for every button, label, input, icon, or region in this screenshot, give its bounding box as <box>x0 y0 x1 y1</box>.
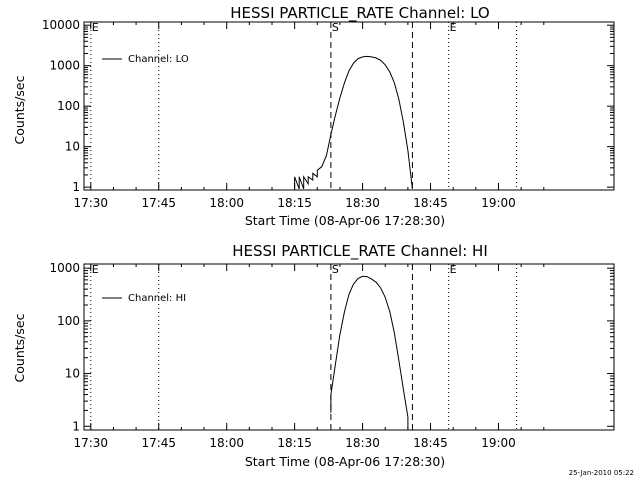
x-tick-label: 17:30 <box>73 436 108 450</box>
x-tick-label: 18:30 <box>345 196 380 210</box>
marker-label: S <box>332 263 339 276</box>
marker-label: E <box>92 21 99 34</box>
y-tick-label: 1000 <box>49 59 80 73</box>
x-tick-label: 18:45 <box>413 196 448 210</box>
y-tick-label: 10000 <box>42 18 80 32</box>
panel-lo-frame <box>83 21 615 191</box>
timestamp-stamp: 25-Jan-2010 05:22 <box>569 469 634 477</box>
x-tick-label: 18:45 <box>413 436 448 450</box>
x-tick-label: 17:45 <box>141 196 176 210</box>
panel-hi-ylabel: Counts/sec <box>12 313 27 382</box>
x-tick-label: 18:15 <box>277 196 312 210</box>
panel-lo: HESSI PARTICLE_RATE Channel: LO Start Ti… <box>12 4 615 228</box>
x-tick-label: 18:15 <box>277 436 312 450</box>
series-line-hi <box>330 275 409 429</box>
y-tick-label: 100 <box>57 99 80 113</box>
y-tick-label: 1 <box>72 419 80 433</box>
y-tick-label: 1 <box>72 180 80 194</box>
panel-lo-legend-label: Channel: LO <box>128 54 189 65</box>
x-tick-label: 17:45 <box>141 436 176 450</box>
x-tick-label: 18:30 <box>345 436 380 450</box>
y-tick-label: 100 <box>57 314 80 328</box>
panel-hi-legend-label: Channel: HI <box>128 293 186 304</box>
marker-label: E <box>92 263 99 276</box>
x-tick-label: 18:00 <box>209 196 244 210</box>
panel-lo-xlabel: Start Time (08-Apr-06 17:28:30) <box>245 213 445 228</box>
panel-hi-xlabel: Start Time (08-Apr-06 17:28:30) <box>245 454 445 469</box>
y-tick-label: 10 <box>65 140 80 154</box>
y-tick-label: 10 <box>65 367 80 381</box>
panel-lo-ylabel: Counts/sec <box>12 75 27 144</box>
x-tick-label: 18:00 <box>209 436 244 450</box>
panel-lo-title: HESSI PARTICLE_RATE Channel: LO <box>230 4 489 23</box>
x-tick-label: 19:00 <box>481 196 516 210</box>
marker-label: E <box>450 263 457 276</box>
panel-hi-title: HESSI PARTICLE_RATE Channel: HI <box>232 242 488 261</box>
panel-hi: HESSI PARTICLE_RATE Channel: HI Start Ti… <box>12 242 615 469</box>
marker-label: S <box>332 21 339 34</box>
series-line-lo <box>294 55 413 190</box>
panel-hi-frame <box>83 263 615 431</box>
x-tick-label: 17:30 <box>73 196 108 210</box>
y-tick-label: 1000 <box>49 261 80 275</box>
x-tick-label: 19:00 <box>481 436 516 450</box>
marker-label: E <box>450 21 457 34</box>
